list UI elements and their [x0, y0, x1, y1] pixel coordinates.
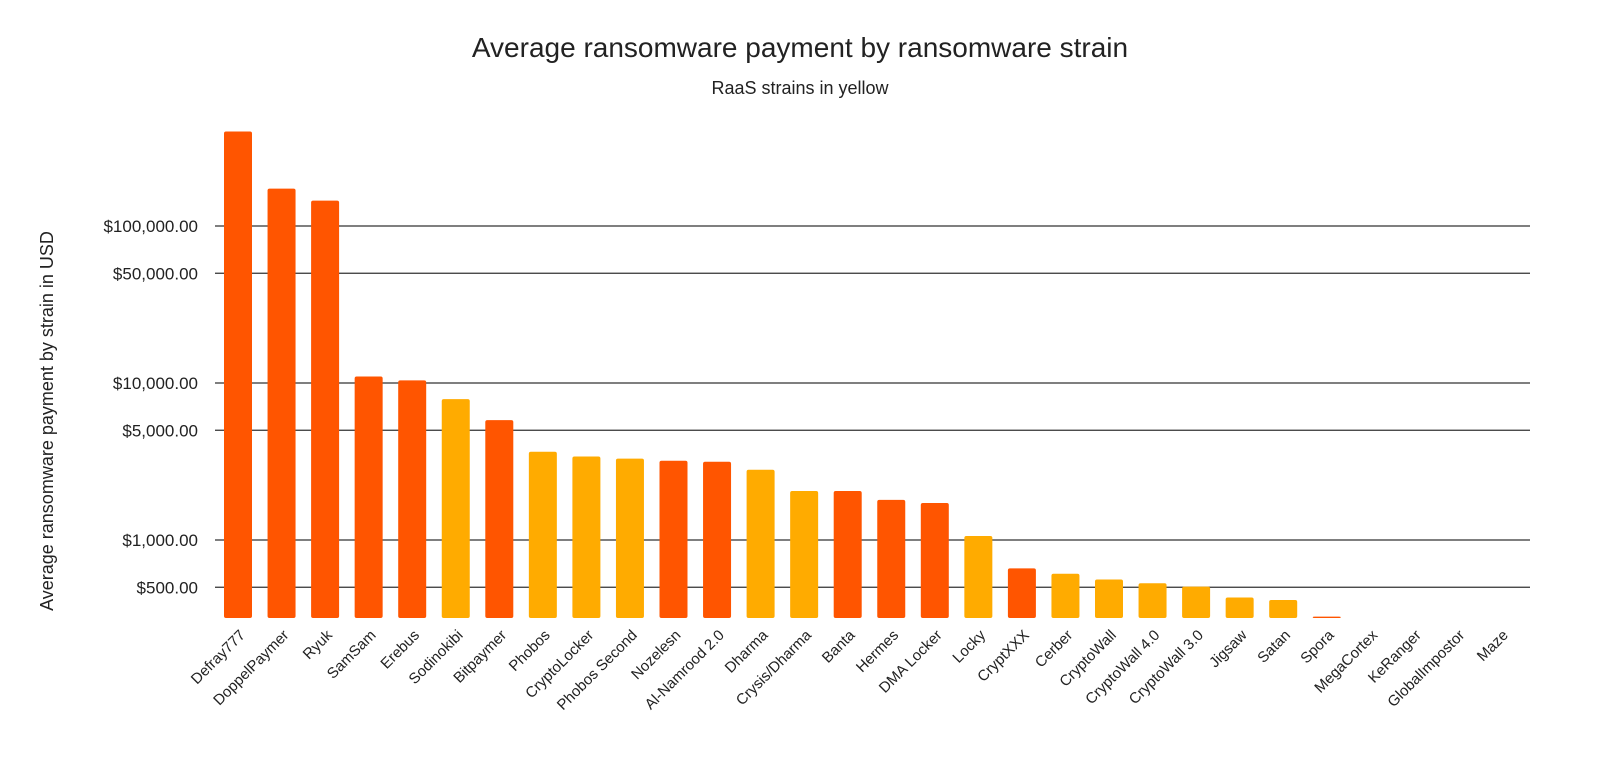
- bar: [920, 503, 949, 618]
- bar: [790, 491, 819, 618]
- bar: [441, 399, 470, 618]
- x-tick-label: Jigsaw: [1206, 627, 1251, 672]
- y-tick-label: $5,000.00: [122, 421, 198, 440]
- bar: [267, 188, 296, 618]
- y-tick-label: $100,000.00: [103, 217, 198, 236]
- bars: [224, 131, 1341, 619]
- bar: [528, 451, 557, 618]
- bar: [877, 499, 906, 618]
- x-tick-label: Maze: [1474, 627, 1512, 665]
- bar: [485, 420, 514, 618]
- y-tick-label: $500.00: [137, 578, 198, 597]
- bar: [659, 460, 688, 618]
- bar: [1138, 583, 1167, 618]
- y-axis-title: Average ransomware payment by strain in …: [37, 231, 57, 611]
- bar: [1225, 597, 1254, 618]
- grid-lines: [215, 225, 1530, 588]
- bar: [833, 491, 862, 618]
- x-tick-label: GlobalImpostor: [1384, 627, 1468, 711]
- bar: [311, 200, 340, 618]
- bar: [1182, 586, 1211, 618]
- bar: [1269, 599, 1298, 618]
- y-axis-ticks: $500.00 $1,000.00 $5,000.00 $10,000.00 $50,0…: [103, 217, 198, 597]
- bar: [964, 536, 993, 618]
- bar: [224, 131, 252, 619]
- bar: [746, 469, 775, 618]
- x-tick-label: Ryuk: [300, 626, 337, 663]
- x-tick-label: DoppelPaymer: [210, 627, 292, 709]
- x-tick-label: Banta: [819, 626, 859, 666]
- bar: [703, 461, 732, 618]
- chart-title: Average ransomware payment by ransomware…: [471, 32, 1129, 63]
- y-tick-label: $50,000.00: [113, 264, 198, 283]
- x-tick-label: Spora: [1297, 626, 1338, 667]
- bar: [1312, 616, 1341, 618]
- bar: [615, 458, 644, 618]
- y-tick-label: $10,000.00: [113, 374, 198, 393]
- bar: [1095, 579, 1123, 618]
- bar: [398, 380, 427, 618]
- bar: [572, 456, 601, 618]
- bar: [354, 376, 383, 618]
- x-tick-label: Al-Namrood 2.0: [642, 627, 728, 713]
- y-tick-label: $1,000.00: [122, 531, 198, 550]
- bar: [1051, 573, 1080, 618]
- x-tick-label: Satan: [1254, 627, 1294, 667]
- bar: [1007, 568, 1036, 618]
- x-tick-label: Locky: [949, 626, 989, 666]
- x-tick-label: Crysis/Dharma: [733, 626, 816, 709]
- chart-subtitle: RaaS strains in yellow: [711, 78, 889, 98]
